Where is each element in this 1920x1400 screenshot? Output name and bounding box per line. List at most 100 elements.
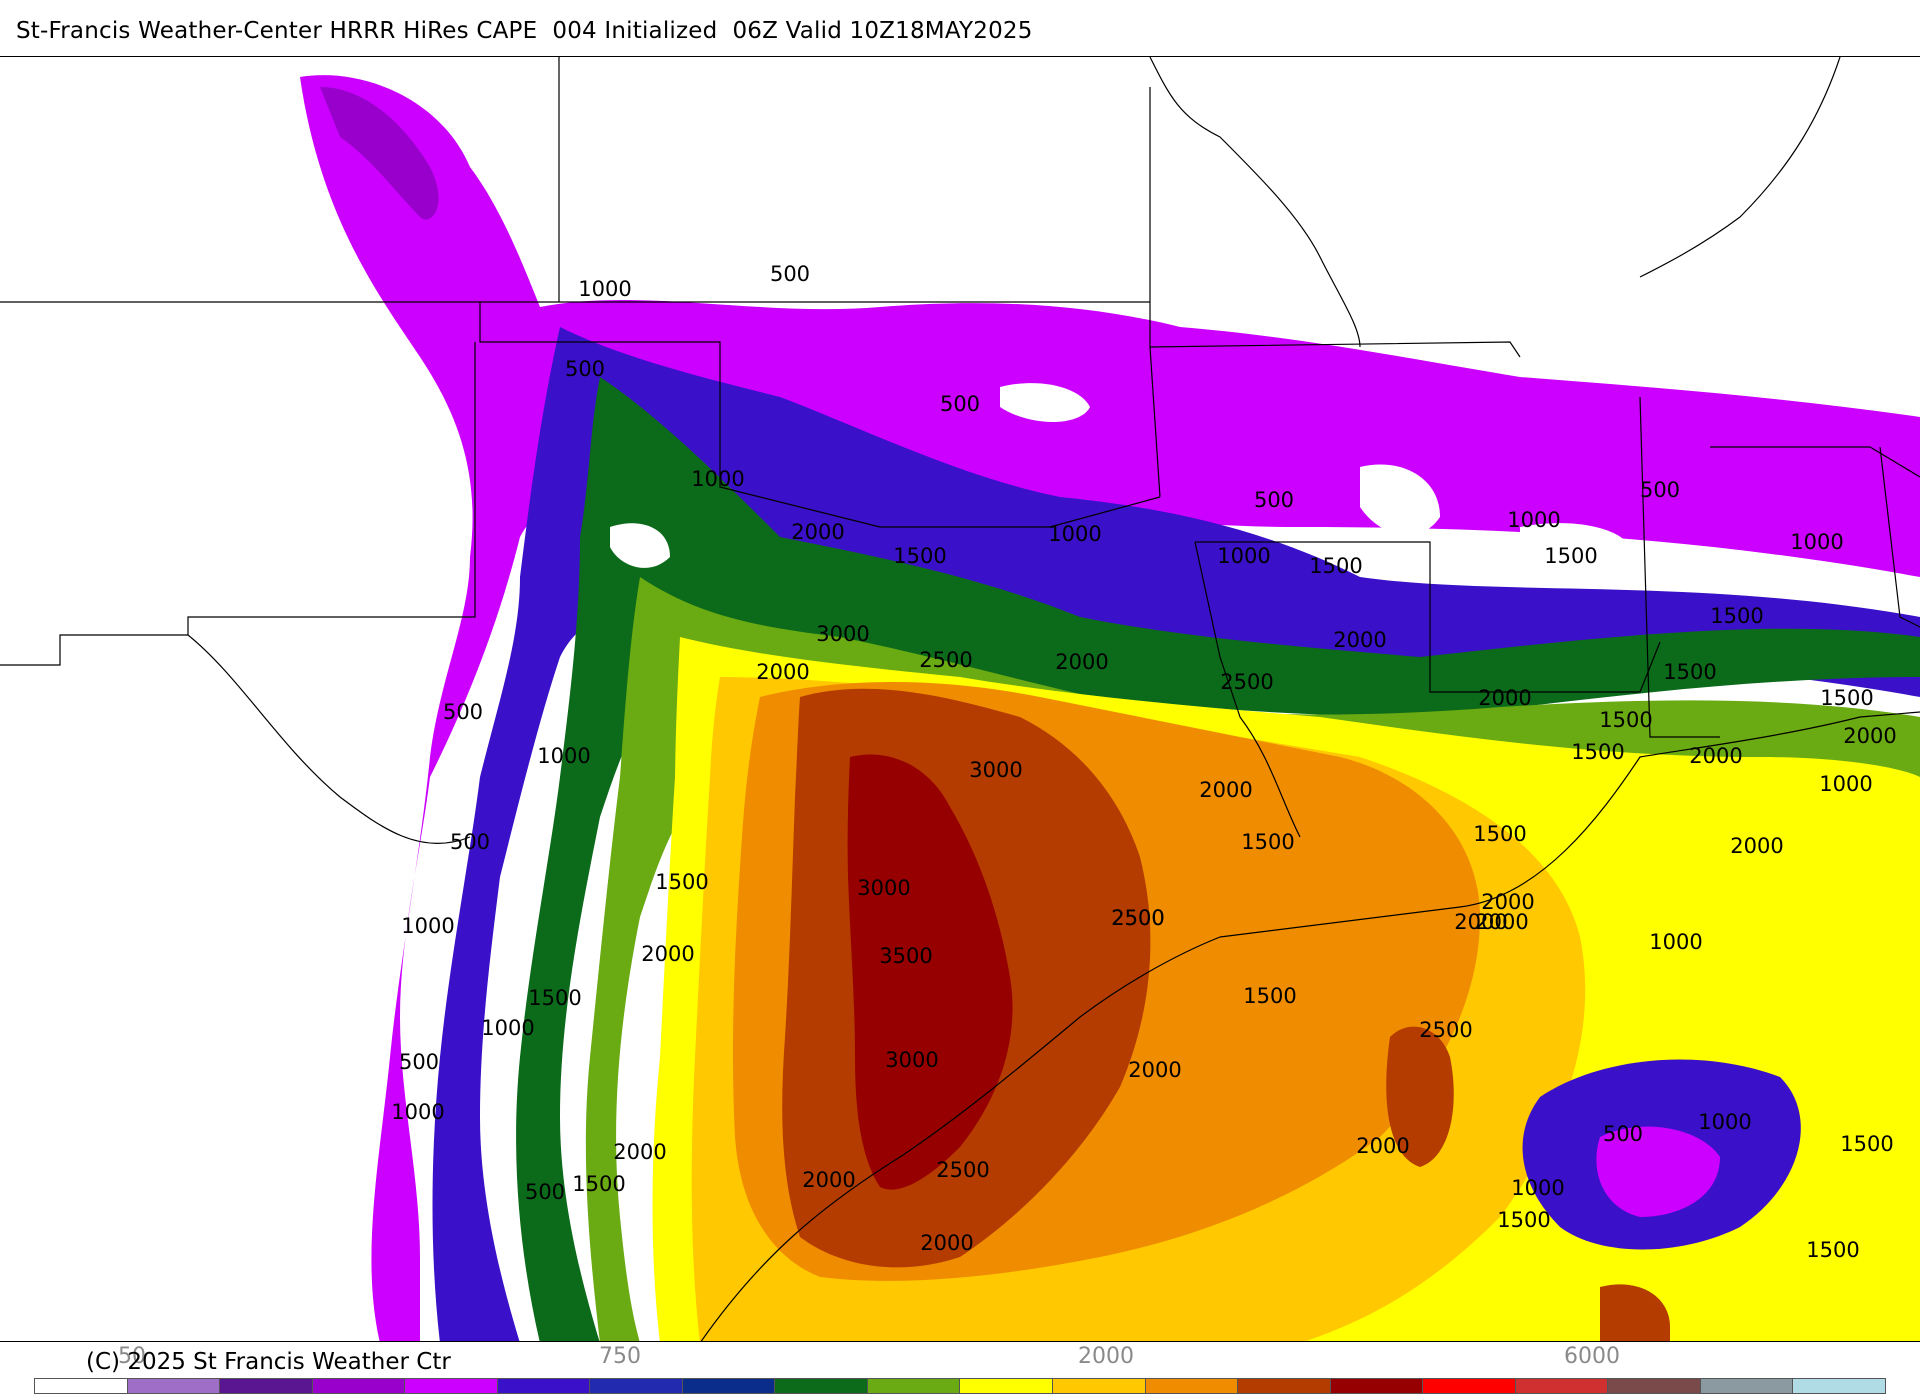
colorbar-tick-label: 6000 [1564, 1344, 1620, 1369]
colorbar-tick-labels: 50 750 2000 6000 [0, 1344, 1920, 1374]
contour-label: 1500 [1710, 604, 1763, 628]
colorbar-tick-label: 750 [599, 1344, 641, 1369]
contour-label: 2500 [919, 648, 972, 672]
copyright-text: (C) 2025 St Francis Weather Ctr [86, 1349, 451, 1375]
contour-label: 1500 [1497, 1208, 1550, 1232]
contour-label: 3000 [816, 622, 869, 646]
contour-label: 1500 [572, 1172, 625, 1196]
contour-label: 500 [1603, 1122, 1643, 1146]
contour-label: 1500 [1820, 686, 1873, 710]
contour-label: 3000 [885, 1048, 938, 1072]
contour-label: 1500 [1473, 822, 1526, 846]
contour-label: 1000 [481, 1016, 534, 1040]
contour-label: 1000 [1507, 508, 1560, 532]
contour-label: 1500 [1243, 984, 1296, 1008]
colorbar-swatch [1053, 1379, 1146, 1393]
contour-label: 1500 [1544, 544, 1597, 568]
contour-label: 1000 [1819, 772, 1872, 796]
cape-hole-4 [610, 523, 670, 568]
contour-label: 2000 [1055, 650, 1108, 674]
cape-patch-east-magenta [1596, 1126, 1720, 1217]
contour-label: 500 [940, 392, 980, 416]
state-boundary-line [1879, 446, 1920, 628]
state-boundary-line [479, 302, 1161, 528]
contour-label: 2000 [802, 1168, 855, 1192]
colorbar-swatch [1330, 1379, 1424, 1393]
contour-label: 3000 [969, 758, 1022, 782]
contour-label: 1000 [1048, 522, 1101, 546]
contour-label: 1000 [391, 1100, 444, 1124]
contour-label: 2000 [1843, 724, 1896, 748]
cape-hole-3 [1520, 523, 1630, 562]
contour-label: 2000 [920, 1231, 973, 1255]
cape-hole-2 [1360, 464, 1440, 536]
contour-label: 2000 [1333, 628, 1386, 652]
cape-hole-1 [1000, 383, 1090, 422]
cape-map-canvas: 500 1000 500 1000 500 2000 1500 1000 500 1000 1500… [0, 57, 1920, 1341]
contour-label: 2500 [1111, 906, 1164, 930]
contour-label: 1500 [893, 544, 946, 568]
cape-patch-east-brown [1386, 1026, 1454, 1167]
contour-label: 2000 [756, 660, 809, 684]
colorbar-swatch [405, 1379, 498, 1393]
state-boundary-line [0, 342, 476, 666]
contour-label: 500 [565, 357, 605, 381]
cape-fill-layer [300, 75, 1920, 1341]
contour-label: 3000 [857, 876, 910, 900]
contour-label: 1000 [537, 744, 590, 768]
contour-label: 2000 [613, 1140, 666, 1164]
contour-label: 500 [525, 1180, 565, 1204]
colorbar [34, 1378, 1886, 1394]
contour-label: 1500 [528, 986, 581, 1010]
cape-patch-south-brown [1600, 1284, 1670, 1341]
colorbar-swatch [1145, 1379, 1239, 1393]
colorbar-swatch [1515, 1379, 1609, 1393]
coast-line [700, 936, 1221, 1341]
boundary-lines [0, 57, 1920, 1341]
contour-label: 1000 [1217, 544, 1270, 568]
contour-label: 2000 [641, 942, 694, 966]
colorbar-tick-label: 2000 [1078, 1344, 1134, 1369]
colorbar-swatch [497, 1379, 591, 1393]
contour-label: 2000 [1730, 834, 1783, 858]
contour-label: 2000 [1689, 744, 1742, 768]
contour-label: 500 [450, 830, 490, 854]
contour-label: 500 [1640, 478, 1680, 502]
contour-label: 2000 [1475, 910, 1528, 934]
colorbar-swatch [1608, 1379, 1701, 1393]
contour-label: 2500 [936, 1158, 989, 1182]
state-boundary-line [1149, 341, 1521, 358]
colorbar-swatch [867, 1379, 961, 1393]
contour-label: 1000 [1649, 930, 1702, 954]
contour-label: 500 [1254, 488, 1294, 512]
state-boundary-line [1195, 541, 1661, 693]
cape-map: 500 1000 500 1000 500 2000 1500 1000 500 1000 1500… [0, 56, 1920, 1342]
contour-label: 1500 [1840, 1132, 1893, 1156]
map-title: St-Francis Weather-Center HRRR HiRes CAP… [16, 18, 1033, 44]
colorbar-swatch [1238, 1379, 1331, 1393]
cape-band-purple [320, 87, 439, 220]
contour-label: 1500 [1599, 708, 1652, 732]
contour-label: 500 [399, 1050, 439, 1074]
contour-label: 2000 [1454, 910, 1507, 934]
contour-label: 2000 [1481, 890, 1534, 914]
contour-label: 1000 [1790, 530, 1843, 554]
contour-label: 2000 [1128, 1058, 1181, 1082]
contour-label: 500 [770, 262, 810, 286]
contour-label: 1500 [1309, 554, 1362, 578]
state-boundary-line [1710, 446, 1920, 478]
contour-label: 1000 [1511, 1176, 1564, 1200]
contour-label: 1000 [401, 914, 454, 938]
colorbar-swatch [312, 1379, 406, 1393]
contour-label: 1500 [1571, 740, 1624, 764]
colorbar-swatch [682, 1379, 776, 1393]
contour-label: 2000 [791, 520, 844, 544]
contour-label: 2000 [1199, 778, 1252, 802]
colorbar-swatch [127, 1379, 221, 1393]
contour-label: 3500 [879, 944, 932, 968]
colorbar-swatch [775, 1379, 868, 1393]
contour-label: 2500 [1220, 670, 1273, 694]
contour-label: 500 [443, 700, 483, 724]
border-line [1149, 57, 1361, 348]
colorbar-swatch [1423, 1379, 1516, 1393]
